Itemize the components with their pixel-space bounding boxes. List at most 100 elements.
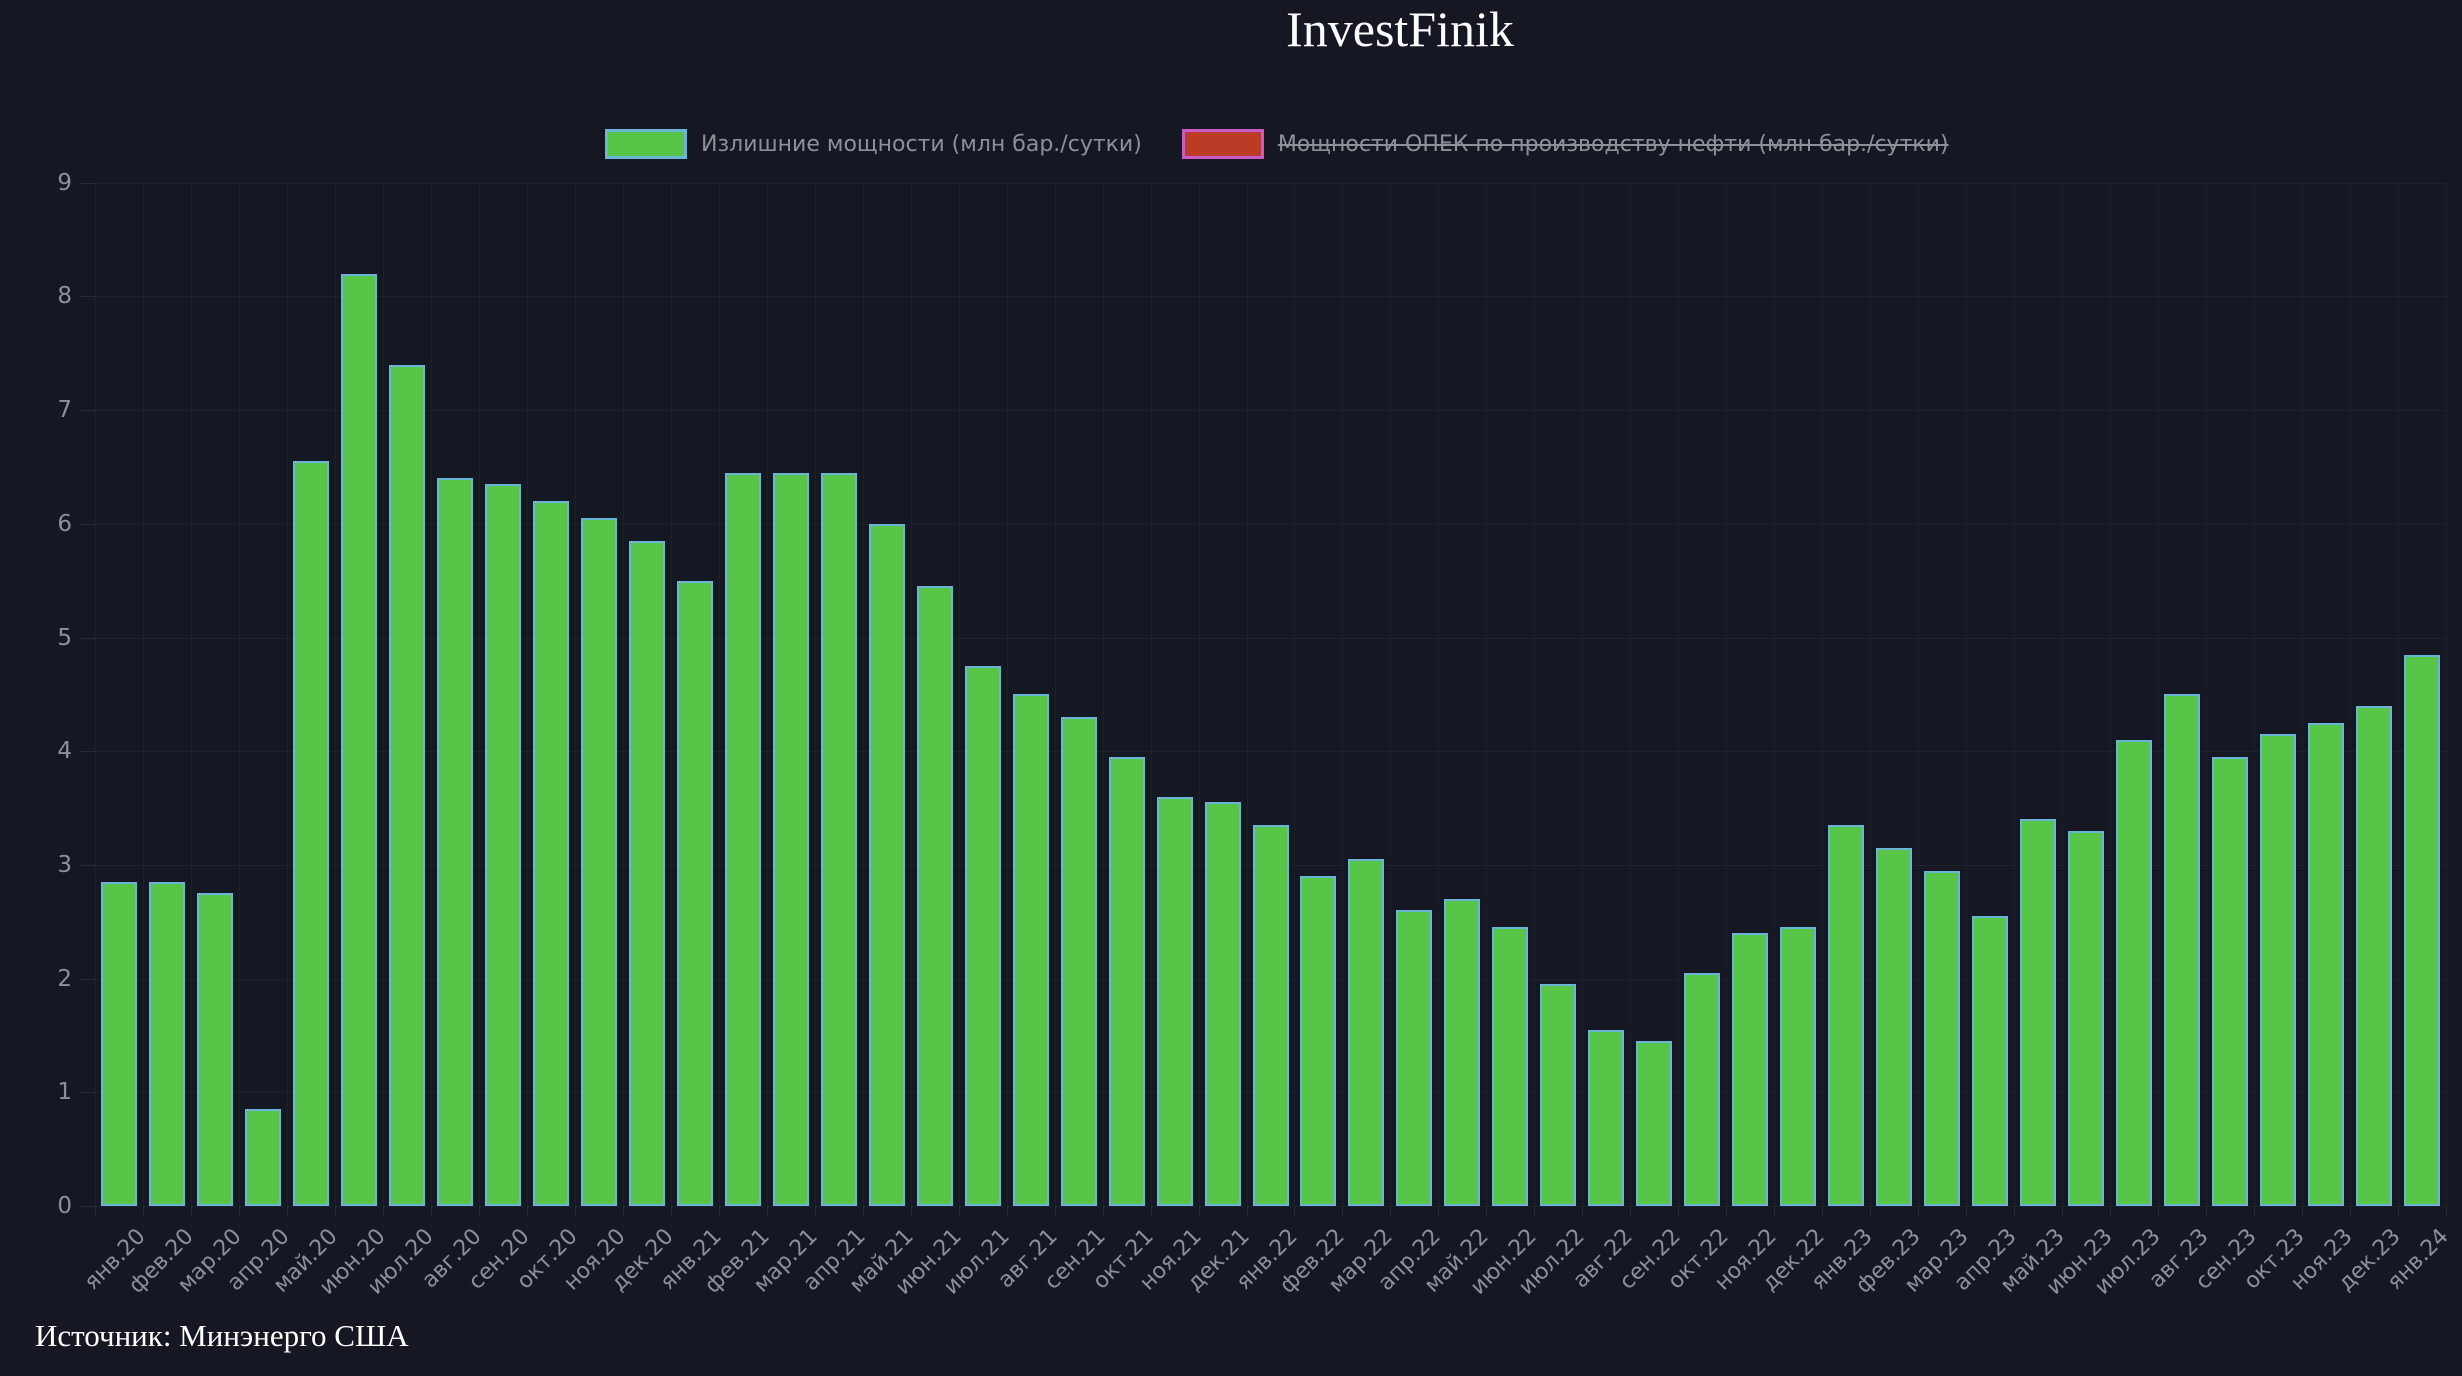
y-axis-label: 8 [57,283,72,310]
y-axis-label: 1 [57,1079,72,1106]
x-axis-tick [862,1206,864,1217]
v-gridline [1102,182,1104,1206]
bar [2356,705,2393,1206]
y-axis-tick [80,637,95,639]
legend-item-opec-capacity[interactable]: Мощности ОПЕК по производству нефти (млн… [1181,129,1949,159]
x-axis-tick [1006,1206,1008,1217]
x-axis-tick [574,1206,576,1217]
bar [532,501,569,1206]
v-gridline [910,182,912,1206]
y-axis-tick [80,410,95,412]
bar [196,893,233,1206]
x-axis-tick [286,1206,288,1217]
bar [1684,972,1721,1206]
x-axis-tick [2158,1206,2160,1217]
bar [484,484,521,1206]
bar [2212,756,2249,1206]
y-axis-tick [80,1092,95,1094]
y-axis-label: 9 [57,169,72,196]
y-axis-label: 3 [57,851,72,878]
x-axis-tick [1102,1206,1104,1217]
x-axis-tick [1822,1206,1824,1217]
bar [1876,847,1913,1206]
h-gridline [95,410,2446,412]
bar [1252,825,1289,1206]
v-gridline [1294,182,1296,1206]
bar [100,881,137,1206]
y-axis-label: 6 [57,510,72,537]
y-axis-label: 5 [57,624,72,651]
x-axis-tick [910,1206,912,1217]
v-gridline [2206,182,2208,1206]
bar [436,478,473,1206]
h-gridline [95,523,2446,525]
h-gridline [95,637,2446,639]
v-gridline [718,182,720,1206]
v-gridline [2446,182,2447,1206]
h-gridline [95,296,2446,298]
legend: Излишние мощности (млн бар./сутки) Мощно… [605,129,1949,159]
x-axis-tick [2398,1206,2400,1217]
bar [1300,876,1337,1206]
x-axis-tick [1870,1206,1872,1217]
x-axis-tick [142,1206,144,1217]
x-axis-tick [334,1206,336,1217]
x-axis-tick [1726,1206,1728,1217]
bar [2020,819,2057,1206]
bar [676,580,713,1206]
v-gridline [382,182,384,1206]
bar [2260,734,2297,1206]
bar [1348,859,1385,1206]
v-gridline [2254,182,2256,1206]
bar [1588,1029,1625,1206]
x-axis-tick [1342,1206,1344,1217]
bar [244,1109,281,1206]
x-axis-tick [2302,1206,2304,1217]
bar [1972,916,2009,1206]
bar [724,472,761,1206]
v-gridline [670,182,672,1206]
v-gridline [190,182,192,1206]
v-gridline [814,182,816,1206]
x-axis-tick [2350,1206,2352,1217]
bar [1492,927,1529,1206]
v-gridline [958,182,960,1206]
y-axis-tick [80,1206,95,1207]
y-axis-label: 0 [57,1193,72,1219]
v-gridline [1390,182,1392,1206]
x-axis-tick [670,1206,672,1217]
bar [1012,694,1049,1206]
bar [292,461,329,1206]
legend-label-opec-capacity: Мощности ОПЕК по производству нефти (млн… [1277,131,1949,157]
v-gridline [1918,182,1920,1206]
x-axis-tick [2206,1206,2208,1217]
v-gridline [2158,182,2160,1206]
x-axis-tick [1678,1206,1680,1217]
x-axis-tick [2446,1206,2447,1217]
v-gridline [478,182,480,1206]
legend-item-surplus-capacity[interactable]: Излишние мощности (млн бар./сутки) [605,129,1142,159]
v-gridline [334,182,336,1206]
x-axis-tick [1054,1206,1056,1217]
v-gridline [430,182,432,1206]
bar [1444,899,1481,1206]
x-axis-tick [1918,1206,1920,1217]
v-gridline [2110,182,2112,1206]
y-axis-tick [80,296,95,298]
v-gridline [1006,182,1008,1206]
bar [1732,933,1769,1206]
x-axis-tick [238,1206,240,1217]
v-gridline [1822,182,1824,1206]
bar [964,665,1001,1206]
legend-swatch-green [605,129,687,159]
bar [1636,1041,1673,1206]
x-axis-tick [2014,1206,2016,1217]
y-axis-label: 2 [57,965,72,992]
x-axis-tick [190,1206,192,1217]
v-gridline [1486,182,1488,1206]
h-gridline [95,751,2446,753]
v-gridline [1150,182,1152,1206]
bar [1204,802,1241,1206]
v-gridline [1966,182,1968,1206]
